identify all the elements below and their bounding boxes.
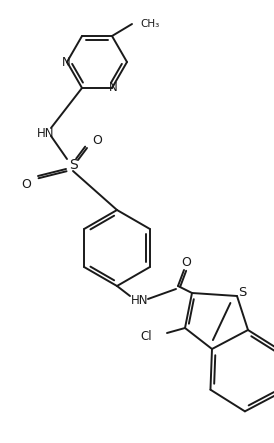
Text: O: O bbox=[181, 256, 191, 268]
Text: N: N bbox=[62, 55, 70, 69]
Text: O: O bbox=[21, 178, 31, 190]
Text: S: S bbox=[238, 287, 246, 299]
Text: HN: HN bbox=[131, 294, 149, 307]
Text: O: O bbox=[92, 133, 102, 147]
Text: CH₃: CH₃ bbox=[140, 19, 159, 29]
Text: N: N bbox=[109, 82, 117, 94]
Text: Cl: Cl bbox=[140, 330, 152, 342]
Text: S: S bbox=[68, 158, 77, 172]
Text: HN: HN bbox=[37, 127, 55, 140]
